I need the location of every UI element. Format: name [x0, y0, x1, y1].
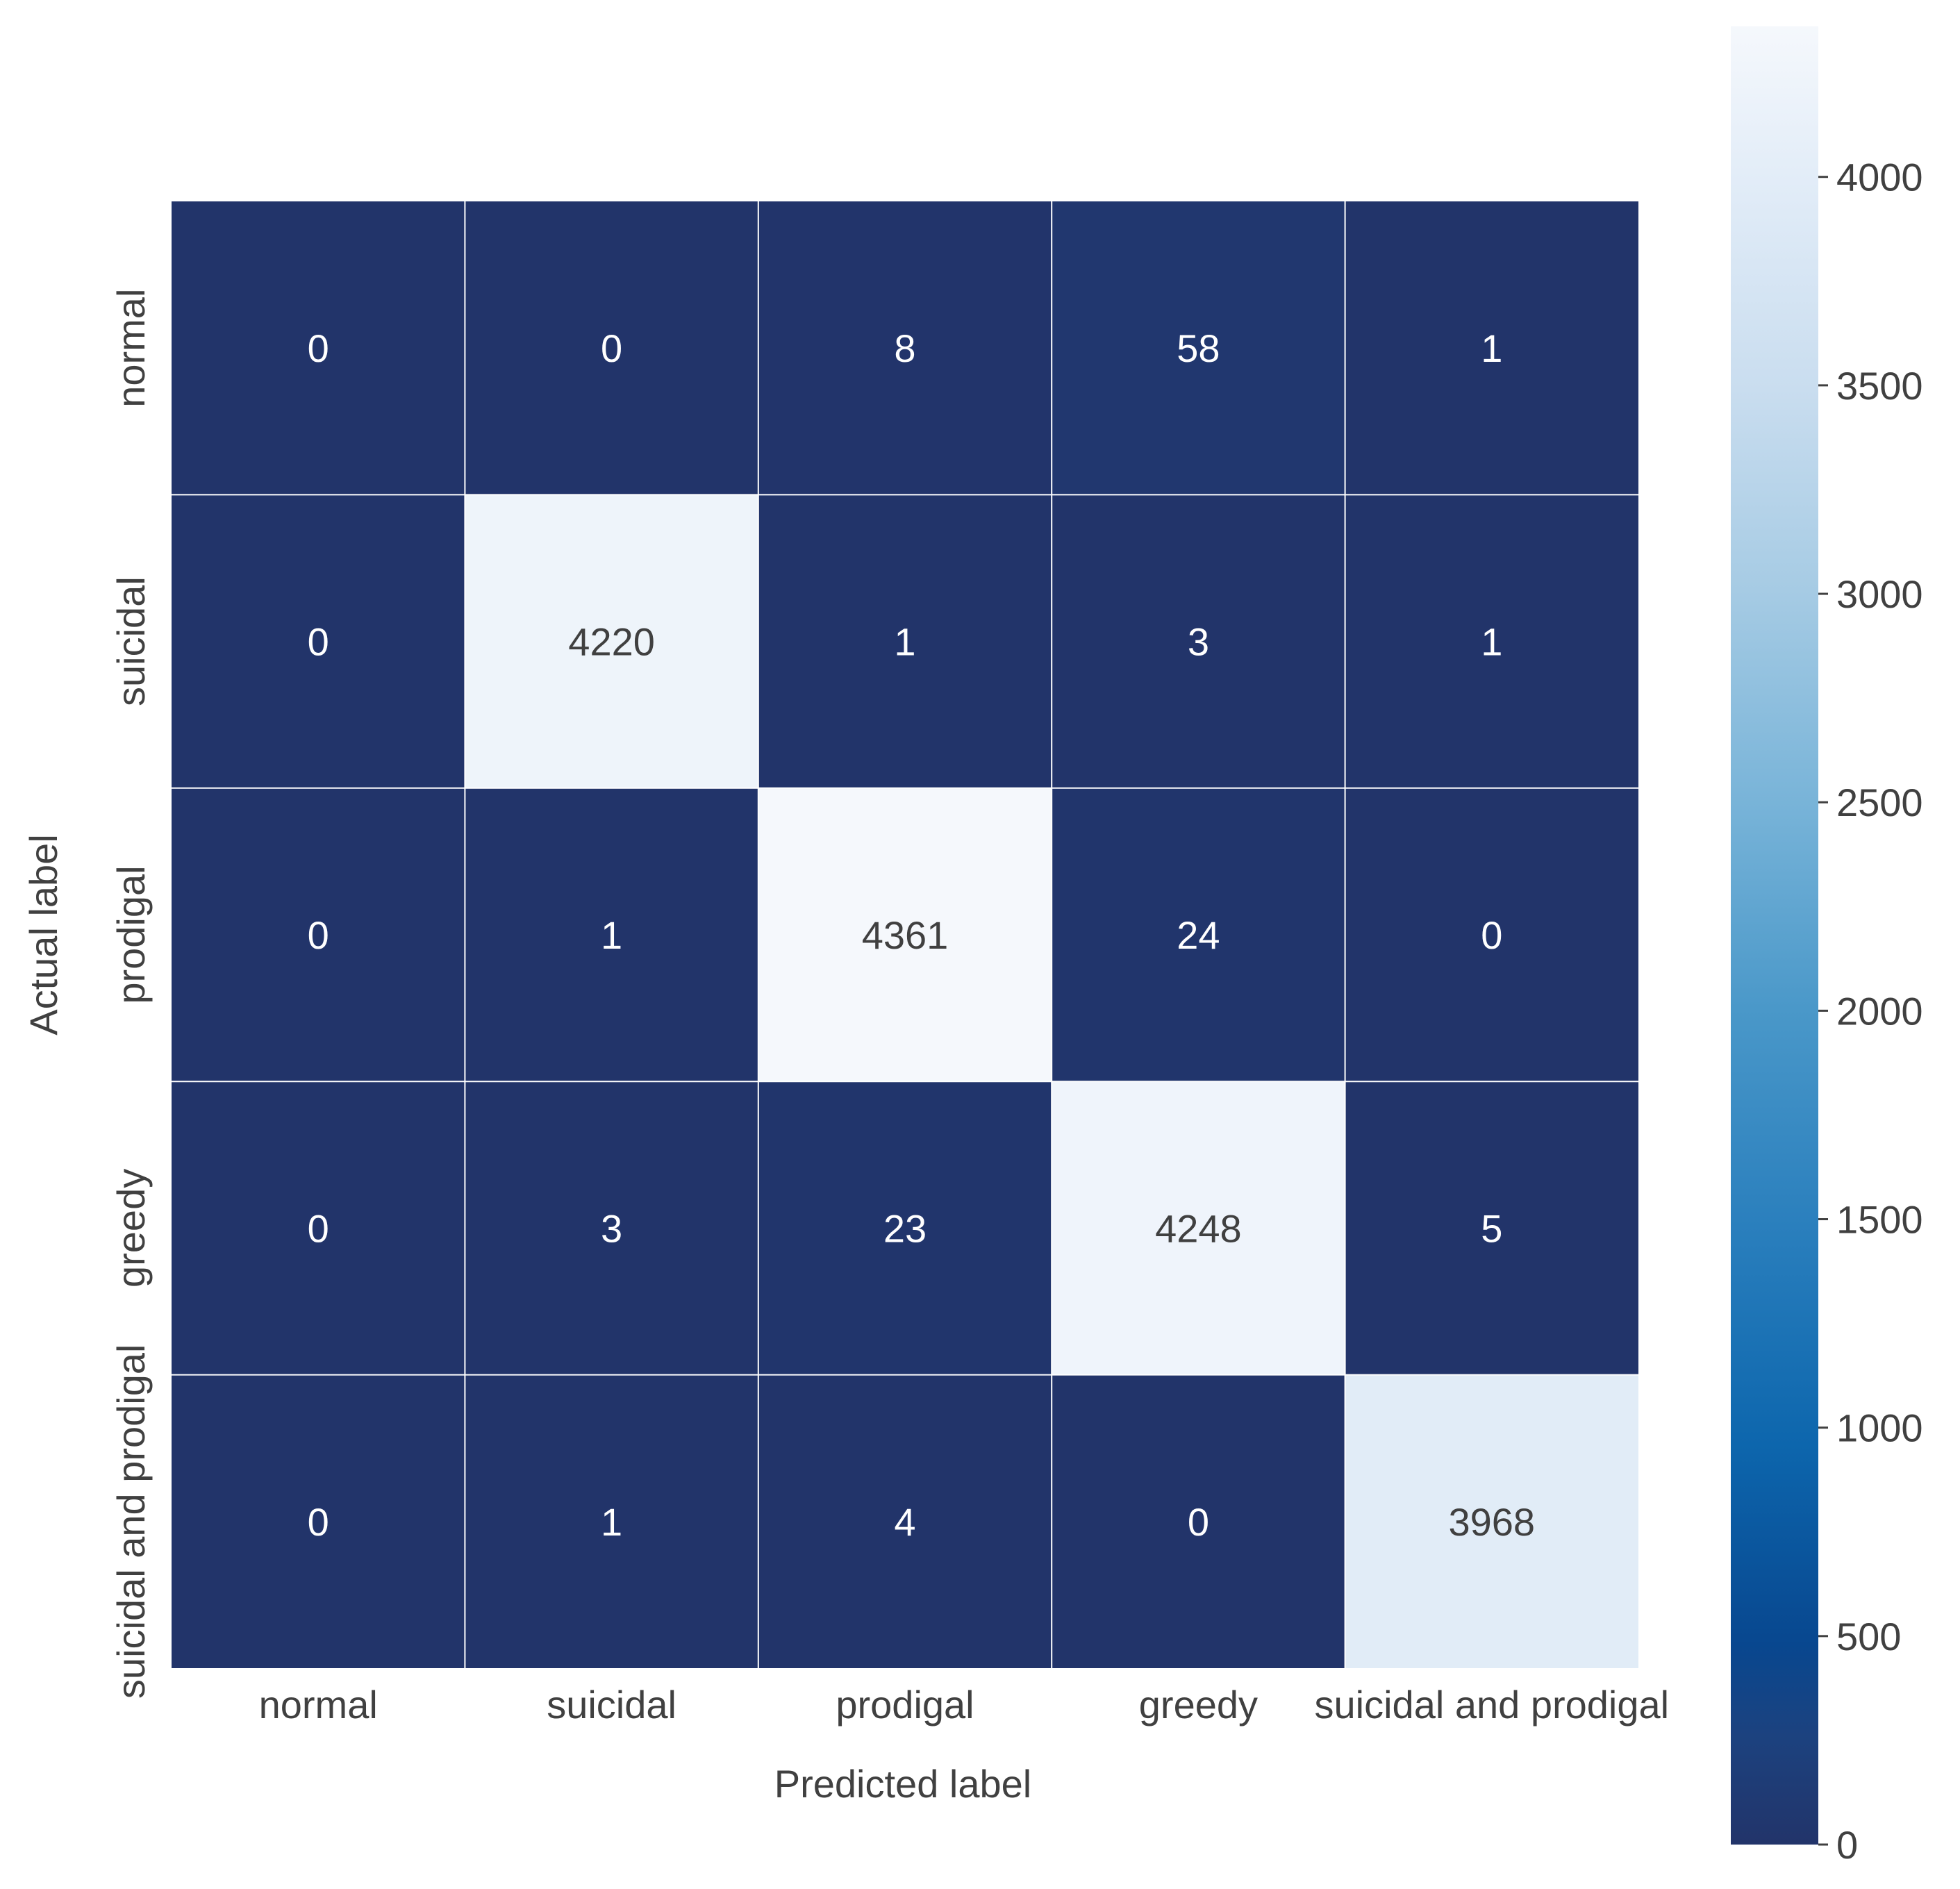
heatmap-cell [758, 1374, 1052, 1668]
colorbar-tick-label: 500 [1836, 1615, 1901, 1658]
cell-value: 5 [1481, 1206, 1502, 1250]
cell-value: 58 [1177, 326, 1220, 370]
heatmap-cell [1052, 788, 1345, 1082]
cell-value: 23 [883, 1206, 927, 1250]
cell-value: 0 [308, 620, 329, 664]
cell-value: 4361 [862, 913, 949, 957]
cell-value: 0 [308, 913, 329, 957]
colorbar-tick-label: 0 [1836, 1823, 1858, 1867]
y-tick-label: prodigal [109, 865, 153, 1004]
heatmap-gridlines [172, 201, 1638, 1668]
heatmap-cell [172, 1081, 465, 1375]
cell-value: 1 [601, 913, 622, 957]
heatmap-cell [758, 788, 1052, 1082]
colorbar-ticks: 0 500 1000 1500 2000 2500 3000 3500 4000 [1818, 156, 1923, 1867]
cell-value-labels: 0 0 8 58 1 0 4220 1 3 1 0 1 4361 24 0 0 3 23 4248 5 0 1 4 0 3968 [308, 326, 1535, 1544]
heatmap-cell [465, 1374, 758, 1668]
cell-value: 0 [1481, 913, 1502, 957]
cell-value: 4248 [1155, 1206, 1242, 1250]
heatmap-cell [1345, 494, 1638, 788]
cell-value: 24 [1177, 913, 1220, 957]
colorbar-tick-label: 4000 [1836, 156, 1923, 199]
heatmap-cell [758, 201, 1052, 495]
cell-value: 0 [308, 1206, 329, 1250]
colorbar-tick-label: 1500 [1836, 1198, 1923, 1242]
cell-value: 1 [1481, 326, 1502, 370]
colorbar-tick-label: 3500 [1836, 364, 1923, 408]
heatmap-cell [172, 494, 465, 788]
heatmap-cell [172, 201, 465, 495]
x-axis-label: Predicted label [774, 1762, 1031, 1806]
heatmap-cell [172, 788, 465, 1082]
heatmap-cell [172, 1374, 465, 1668]
cell-value: 4220 [568, 620, 655, 664]
cell-value: 8 [894, 326, 915, 370]
cell-value: 3968 [1449, 1500, 1536, 1544]
cell-value: 0 [308, 326, 329, 370]
y-tick-label: greedy [109, 1169, 153, 1288]
x-tick-label: prodigal [836, 1683, 974, 1726]
heatmap-cell [465, 1081, 758, 1375]
heatmap-cell [465, 788, 758, 1082]
heatmap-cell [1052, 201, 1345, 495]
cell-value: 3 [601, 1206, 622, 1250]
colorbar-tick-label: 3000 [1836, 572, 1923, 616]
cell-value: 1 [601, 1500, 622, 1544]
heatmap-cell [1052, 1081, 1345, 1375]
heatmap-cell [465, 201, 758, 495]
cell-value: 0 [1188, 1500, 1209, 1544]
y-axis-label: Actual label [22, 834, 65, 1035]
cell-value: 0 [308, 1500, 329, 1544]
cell-value: 3 [1188, 620, 1209, 664]
heatmap-cell [1345, 788, 1638, 1082]
heatmap-cell [1345, 201, 1638, 495]
cell-value: 0 [601, 326, 622, 370]
x-tick-labels: normal suicidal prodigal greedy suicidal and… [259, 1683, 1669, 1726]
colorbar [1731, 26, 1818, 1845]
cell-value: 1 [894, 620, 915, 664]
heatmap-cell [1345, 1081, 1638, 1375]
heatmap-cells [172, 201, 1638, 1668]
heatmap-cell [465, 494, 758, 788]
cell-value: 4 [894, 1500, 915, 1544]
x-tick-label: greedy [1139, 1683, 1258, 1726]
colorbar-tick-label: 1000 [1836, 1406, 1923, 1450]
colorbar-tick-label: 2500 [1836, 781, 1923, 824]
y-tick-label: suicidal and prodigal [109, 1345, 153, 1699]
cell-value: 1 [1481, 620, 1502, 664]
x-tick-label: normal [259, 1683, 378, 1726]
heatmap-cell [1345, 1374, 1638, 1668]
x-tick-label: suicidal [547, 1683, 676, 1726]
y-tick-label: normal [109, 289, 153, 408]
heatmap-cell [758, 494, 1052, 788]
y-tick-labels: normal suicidal prodigal greedy suicidal and… [109, 289, 153, 1699]
y-tick-label: suicidal [109, 576, 153, 706]
heatmap-cell [758, 1081, 1052, 1375]
x-tick-label: suicidal and prodigal [1315, 1683, 1670, 1726]
heatmap-cell [1052, 494, 1345, 788]
colorbar-tick-label: 2000 [1836, 989, 1923, 1033]
heatmap-cell [1052, 1374, 1345, 1668]
